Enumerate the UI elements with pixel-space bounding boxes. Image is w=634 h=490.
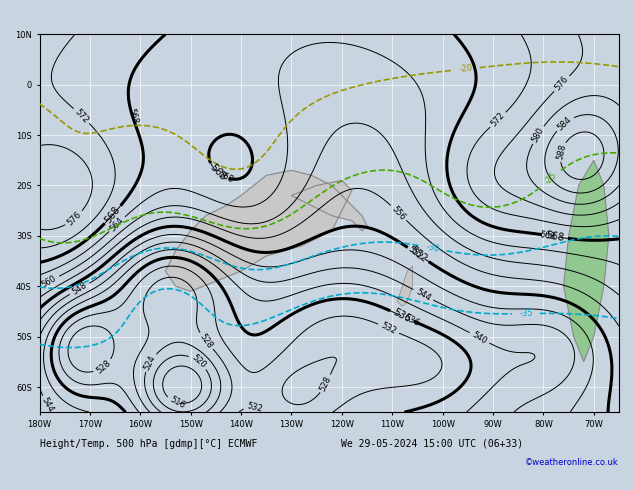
Text: 544: 544 [40,395,56,414]
Polygon shape [398,266,412,306]
Text: 572: 572 [489,111,507,129]
Text: 568: 568 [539,230,556,241]
Text: 532: 532 [246,401,264,414]
Text: 548: 548 [70,281,89,297]
Text: 516: 516 [168,395,186,411]
Text: 528: 528 [318,375,333,393]
Text: 568: 568 [216,170,235,185]
Text: 532: 532 [380,321,398,336]
Text: -25: -25 [543,171,559,187]
Text: 528: 528 [198,332,214,350]
Text: 544: 544 [414,287,432,303]
Text: 580: 580 [530,126,546,144]
Text: 536: 536 [391,307,413,325]
Text: 576: 576 [553,74,571,93]
Text: 588: 588 [555,143,567,161]
Text: 524: 524 [143,354,158,372]
Text: We 29-05-2024 15:00 UTC (06+33): We 29-05-2024 15:00 UTC (06+33) [341,439,523,449]
Text: Height/Temp. 500 hPa [gdmp][°C] ECMWF: Height/Temp. 500 hPa [gdmp][°C] ECMWF [39,439,257,449]
Text: 552: 552 [406,245,425,261]
Text: -35: -35 [519,309,533,318]
Text: 560: 560 [40,273,58,290]
Text: 568: 568 [103,204,122,225]
Text: 556: 556 [390,204,407,221]
Text: 584: 584 [555,115,573,132]
Polygon shape [564,160,609,362]
Text: 568: 568 [126,107,139,125]
Text: -20: -20 [458,64,473,74]
Text: 528: 528 [94,358,112,375]
Text: ©weatheronline.co.uk: ©weatheronline.co.uk [525,458,619,466]
Text: -30: -30 [425,242,441,254]
Text: 568: 568 [545,230,565,243]
Text: 520: 520 [190,353,207,370]
Text: 536: 536 [403,313,421,328]
Text: 540: 540 [470,330,489,346]
Polygon shape [165,171,367,291]
Text: 572: 572 [73,107,90,125]
Text: 564: 564 [108,215,126,233]
Text: 576: 576 [65,210,83,227]
Text: 552: 552 [408,245,429,264]
Text: 568: 568 [208,162,228,182]
